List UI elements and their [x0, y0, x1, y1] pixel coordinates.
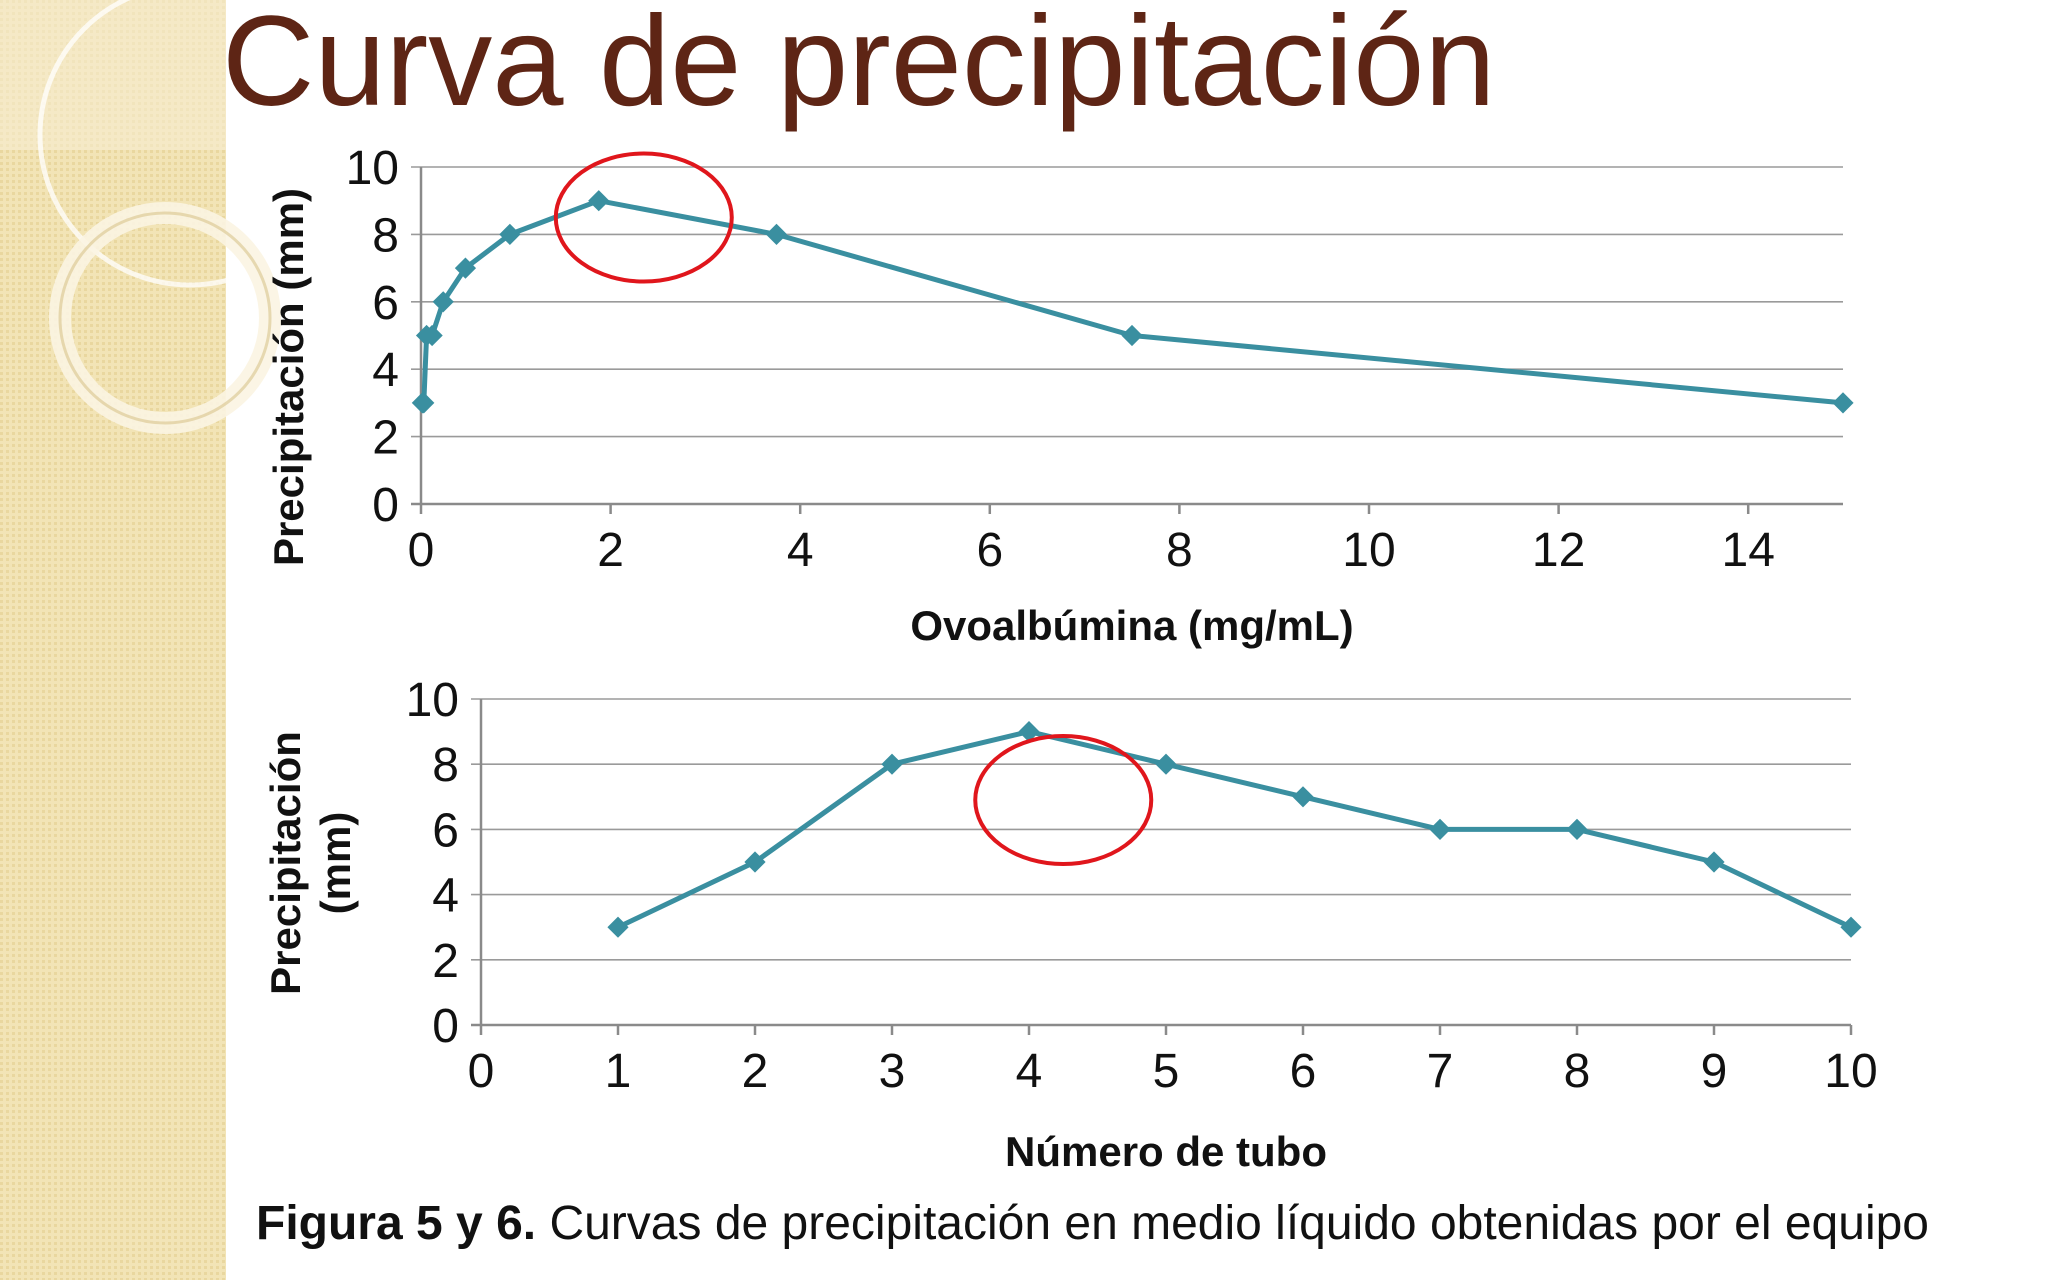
- x-tick-label: 10: [1824, 1045, 1877, 1098]
- data-point: [744, 851, 766, 873]
- y-tick-label: 0: [432, 1000, 459, 1053]
- data-point: [1018, 720, 1040, 743]
- data-point: [607, 916, 629, 938]
- data-point: [1703, 851, 1725, 873]
- data-point: [765, 223, 788, 246]
- y-axis-title-line: (mm): [312, 812, 359, 915]
- y-axis-title: Precipitación (mm): [265, 188, 312, 566]
- slide-title: Curva de precipitación: [222, 0, 1496, 133]
- x-tick-label: 12: [1532, 524, 1585, 577]
- x-tick-label: 14: [1722, 524, 1775, 577]
- y-axis-title: Precipitación (mm): [262, 731, 359, 995]
- x-tick-label: 6: [976, 524, 1003, 577]
- x-tick-label: 7: [1427, 1045, 1454, 1098]
- figure-caption-label: Figura 5 y 6.: [256, 1197, 537, 1250]
- x-tick-label: 1: [605, 1045, 632, 1098]
- decorative-ring-outline: [58, 211, 272, 425]
- data-point: [1566, 818, 1588, 841]
- y-tick-label: 10: [346, 142, 399, 195]
- data-point: [1429, 818, 1451, 841]
- data-point: [1292, 786, 1314, 808]
- y-tick-label: 8: [372, 209, 399, 262]
- y-axis-title-line: Precipitación (mm): [265, 188, 312, 566]
- x-tick-label: 6: [1290, 1045, 1317, 1098]
- y-tick-label: 0: [372, 479, 399, 532]
- x-tick-label: 5: [1153, 1045, 1180, 1098]
- decorative-ring: [37, 0, 343, 288]
- series-line: [616, 729, 1853, 930]
- y-tick-label: 6: [432, 804, 459, 857]
- y-tick-label: 4: [372, 344, 399, 397]
- highlight-circle: [553, 151, 734, 284]
- y-tick-label: 4: [432, 870, 459, 923]
- data-point: [1155, 753, 1177, 775]
- y-tick-label: 8: [432, 739, 459, 792]
- x-tick-label: 0: [468, 1045, 495, 1098]
- x-axis-title: Ovoalbúmina (mg/mL): [910, 602, 1353, 649]
- x-tick-label: 9: [1701, 1045, 1728, 1098]
- x-tick-label: 2: [742, 1045, 769, 1098]
- data-point: [881, 753, 903, 775]
- x-tick-label: 3: [879, 1045, 906, 1098]
- y-axis-title-line: Precipitación: [262, 731, 309, 995]
- figure-caption-text: Curvas de precipitación en medio líquido…: [536, 1197, 1929, 1250]
- x-tick-label: 8: [1564, 1045, 1591, 1098]
- y-tick-label: 10: [406, 674, 459, 727]
- x-tick-label: 4: [1016, 1045, 1043, 1098]
- x-tick-label: 4: [787, 524, 814, 577]
- x-tick-label: 10: [1342, 524, 1395, 577]
- x-tick-label: 0: [408, 524, 435, 577]
- highlight-circle: [973, 734, 1154, 867]
- x-tick-label: 2: [597, 524, 624, 577]
- sidebar-highlight: [0, 0, 226, 150]
- x-tick-label: 8: [1166, 524, 1193, 577]
- x-axis-title: Número de tubo: [1005, 1128, 1327, 1175]
- data-point: [1840, 916, 1862, 938]
- y-tick-label: 6: [372, 277, 399, 330]
- figure-caption: Figura 5 y 6. Curvas de precipitación en…: [256, 1196, 1929, 1251]
- y-tick-label: 2: [372, 412, 399, 465]
- y-tick-label: 2: [432, 935, 459, 988]
- data-point: [588, 190, 610, 212]
